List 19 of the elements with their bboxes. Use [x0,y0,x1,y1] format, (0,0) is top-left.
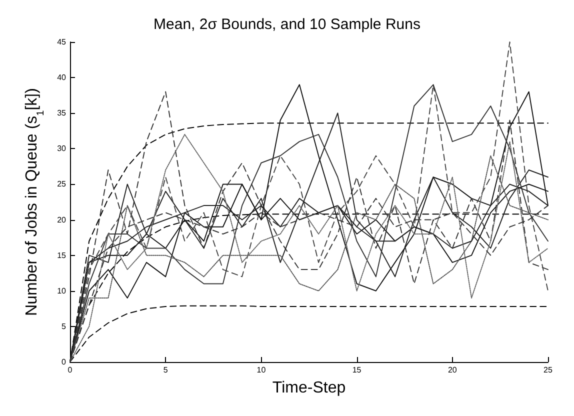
y-tick-label: 5 [62,322,67,331]
chart-title: Mean, 2σ Bounds, and 10 Sample Runs [154,16,420,33]
y-tick-label: 40 [57,73,67,82]
x-tick-label: 25 [544,366,553,374]
x-tick-label: 20 [448,366,458,374]
y-tick-label: 25 [57,180,67,189]
y-tick-label: 0 [62,358,67,366]
y-axis-title: Number of Jobs in Queue (s1[k]) [24,88,46,316]
y-tick-label: 35 [57,108,67,118]
y-tick-label: 30 [57,144,67,154]
x-tick-label: 5 [163,366,168,374]
x-tick-label: 10 [256,366,266,374]
y-tick-label: 45 [57,38,67,46]
y-tick-label: 15 [57,250,67,260]
y-tick-label: 10 [57,286,67,296]
y-tick-label: 20 [57,215,67,224]
x-tick-label: 0 [68,366,73,374]
x-axis-title: Time-Step [272,380,346,396]
x-tick-label: 15 [352,366,362,374]
